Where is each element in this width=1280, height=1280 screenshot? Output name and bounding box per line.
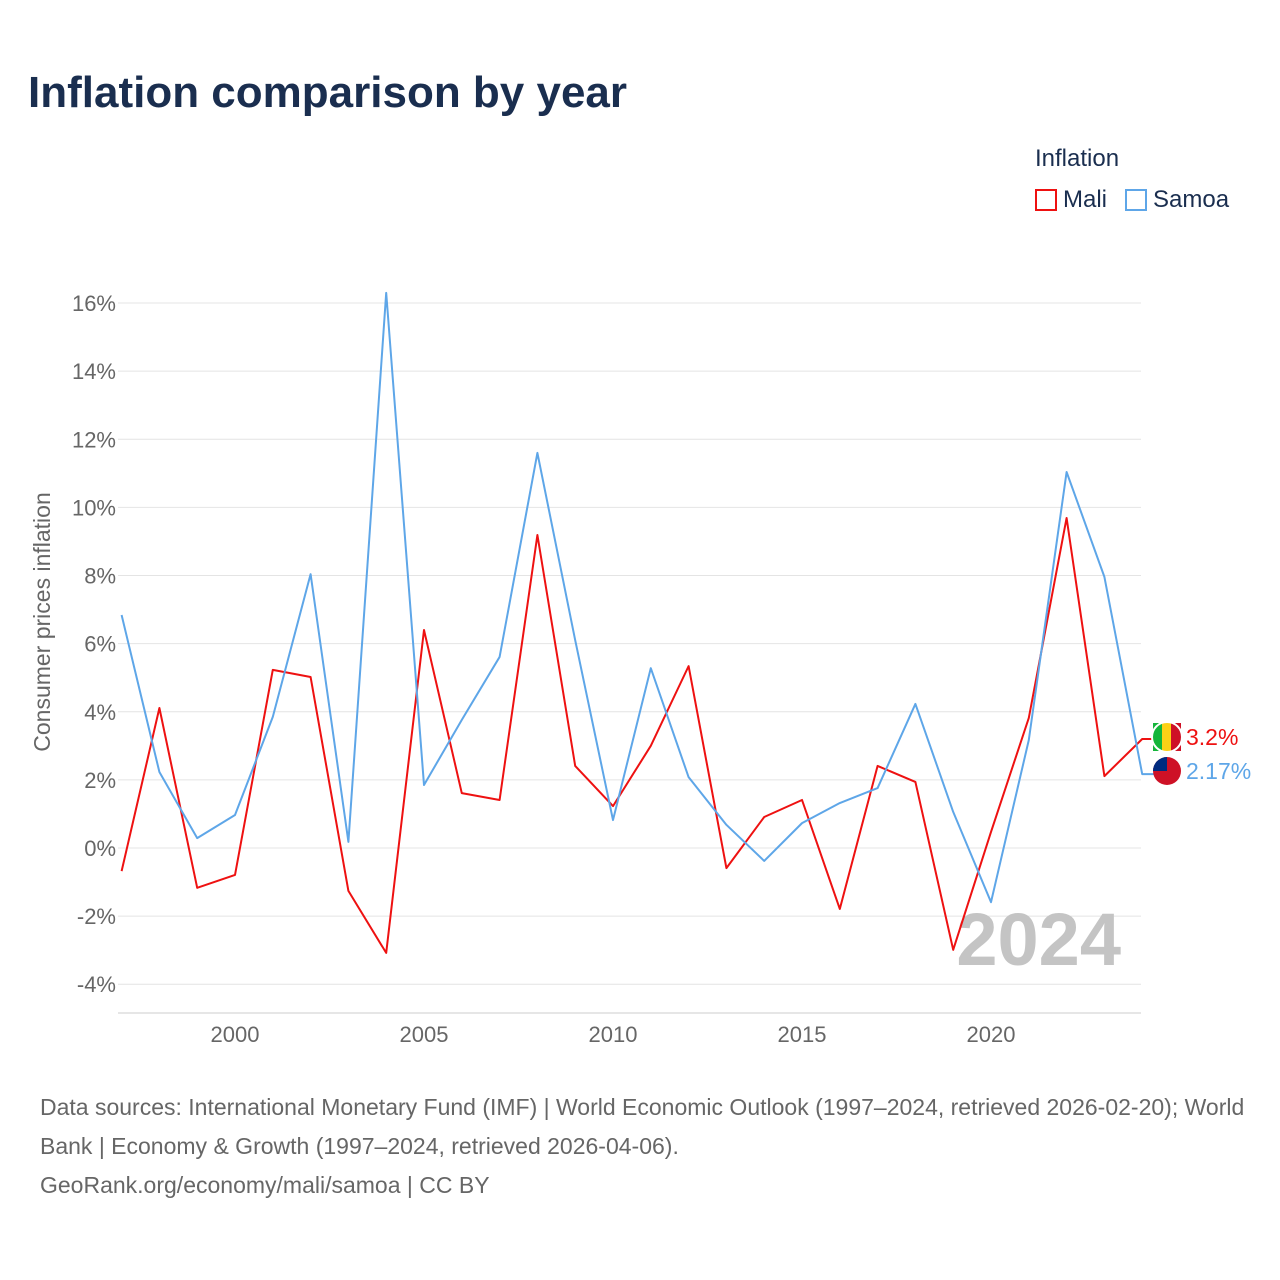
legend-label: Mali (1063, 186, 1108, 213)
y-tick-label: 8% (84, 564, 116, 589)
series-line-mali (120, 516, 1155, 954)
y-tick-label: 10% (72, 495, 116, 520)
x-tick-label: 2010 (589, 1022, 638, 1047)
mali-flag-icon (1153, 723, 1162, 751)
y-tick-label: 2% (84, 768, 116, 793)
x-tick-label: 2000 (211, 1022, 260, 1047)
end-value-label: 3.2% (1186, 724, 1238, 750)
mali-flag-icon (1171, 723, 1181, 751)
y-tick-label: 6% (84, 632, 116, 657)
legend-item-mali[interactable]: Mali (1035, 186, 1107, 214)
legend-title: Inflation (1035, 145, 1120, 172)
y-tick-label: -2% (77, 904, 116, 929)
mali-flag-icon (1151, 721, 1183, 753)
mali-flag-icon (1162, 723, 1171, 751)
y-tick-label: 0% (84, 836, 116, 861)
y-tick-label: 4% (84, 700, 116, 725)
source-link[interactable]: GeoRank.org/economy/mali/samoa | CC BY (40, 1172, 490, 1198)
x-tick-label: 2005 (400, 1022, 449, 1047)
y-tick-label: -4% (77, 972, 116, 997)
y-tick-label: 16% (72, 291, 116, 316)
end-value-label: 2.17% (1186, 758, 1251, 784)
source-note: Data sources: International Monetary Fun… (40, 1088, 1250, 1205)
chart-title: Inflation comparison by year (28, 68, 628, 117)
series-line-samoa (120, 291, 1155, 904)
source-text: Data sources: International Monetary Fun… (40, 1094, 1245, 1159)
y-tick-label: 14% (72, 359, 116, 384)
year-watermark: 2024 (956, 898, 1121, 981)
legend-swatch-mali (1035, 189, 1057, 211)
y-tick-label: 12% (72, 427, 116, 452)
x-tick-label: 2015 (778, 1022, 827, 1047)
legend: Mali Samoa (1035, 186, 1229, 214)
y-axis-label: Consumer prices inflation (29, 492, 55, 752)
x-tick-label: 2020 (967, 1022, 1016, 1047)
legend-label: Samoa (1153, 186, 1230, 213)
samoa-flag-icon (1153, 757, 1167, 771)
legend-item-samoa[interactable]: Samoa (1125, 186, 1229, 214)
legend-swatch-samoa (1125, 189, 1148, 211)
